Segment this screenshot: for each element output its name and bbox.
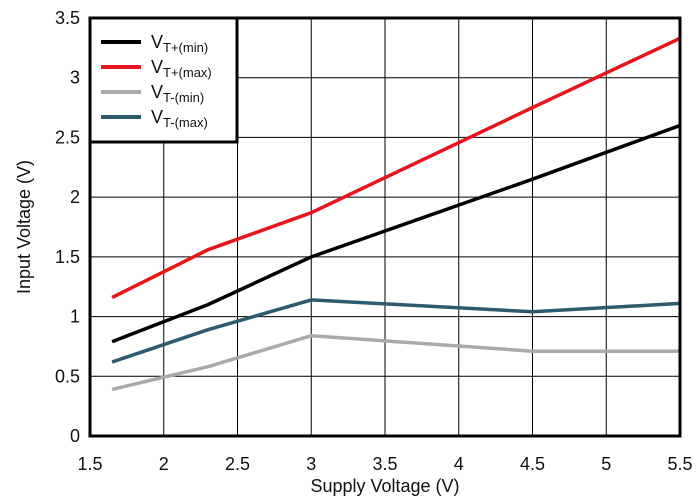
x-tick-label: 4	[454, 454, 464, 474]
y-tick-label: 0	[70, 426, 80, 446]
y-tick-label: 2.5	[55, 127, 80, 147]
x-tick-label: 2.5	[225, 454, 250, 474]
x-tick-label: 2	[159, 454, 169, 474]
legend-entry-label: VT+(max)	[151, 57, 212, 80]
y-tick-label: 0.5	[55, 366, 80, 386]
series-line-1	[111, 123, 681, 344]
y-tick-label: 2	[70, 187, 80, 207]
legend-label-subscript: T+(max)	[163, 65, 212, 80]
legend-label-subscript: T-(max)	[163, 115, 208, 130]
legend: VT+(min)VT+(max)VT-(min)VT-(max)	[88, 16, 239, 144]
x-tick-labels: 1.5 2 2.5 3 3.5 4 4.5 5 5.5	[77, 454, 692, 474]
series-line-4	[111, 298, 681, 364]
legend-box	[88, 16, 239, 144]
x-tick-label: 3.5	[372, 454, 397, 474]
legend-label-main: V	[151, 32, 163, 52]
legend-label-main: V	[151, 57, 163, 77]
x-tick-label: 5.5	[667, 454, 692, 474]
y-tick-label: 3	[70, 68, 80, 88]
series-line-2	[111, 36, 681, 300]
legend-entry-label: VT+(min)	[151, 32, 208, 55]
legend-label-subscript: T-(min)	[163, 90, 204, 105]
x-tick-label: 4.5	[520, 454, 545, 474]
x-axis-title: Supply Voltage (V)	[310, 476, 459, 496]
legend-entry-label: VT-(max)	[151, 107, 208, 130]
legend-entry-label: VT-(min)	[151, 82, 204, 105]
x-tick-label: 3	[306, 454, 316, 474]
plot-frame	[88, 16, 682, 438]
y-tick-label: 1	[70, 307, 80, 327]
y-tick-labels: 0 0.5 1 1.5 2 2.5 3 3.5	[55, 8, 80, 446]
legend-label-subscript: T+(min)	[163, 40, 208, 55]
series-line-3	[111, 333, 680, 392]
y-tick-label: 1.5	[55, 247, 80, 267]
x-tick-label: 1.5	[77, 454, 102, 474]
x-tick-label: 5	[601, 454, 611, 474]
y-tick-label: 3.5	[55, 8, 80, 28]
legend-label-main: V	[151, 107, 163, 127]
series-lines	[111, 36, 681, 392]
y-axis-title: Input Voltage (V)	[14, 160, 34, 294]
legend-label-main: V	[151, 82, 163, 102]
